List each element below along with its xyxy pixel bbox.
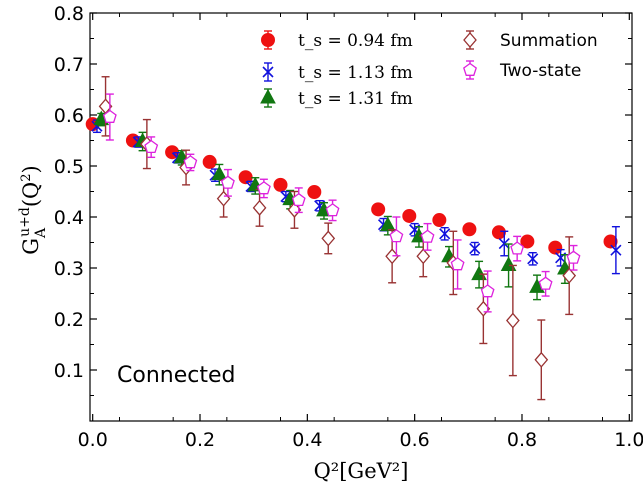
x-tick-label: 0.4 bbox=[292, 429, 322, 451]
legend-entry-4: Two-state bbox=[463, 60, 581, 81]
series-4-point bbox=[220, 175, 235, 189]
series-3-point bbox=[506, 312, 520, 329]
series-0-point bbox=[462, 222, 477, 237]
series-2-point bbox=[500, 256, 517, 271]
series-0 bbox=[85, 117, 618, 255]
y-tick-label: 0.1 bbox=[54, 360, 84, 382]
series-1-point bbox=[469, 243, 481, 255]
series-0-point bbox=[491, 225, 506, 240]
svg-text:GAu+d(Q2): GAu+d(Q2) bbox=[17, 165, 49, 255]
legend-label: Two-state bbox=[499, 61, 581, 81]
legend-marker bbox=[463, 62, 477, 76]
legend-marker bbox=[261, 33, 275, 47]
series-0-point bbox=[520, 234, 535, 249]
series-1-point bbox=[610, 244, 622, 256]
y-tick-label: 0.2 bbox=[54, 309, 84, 331]
y-axis-title: GAu+d(Q2) bbox=[17, 165, 49, 255]
series-4-point bbox=[538, 276, 553, 290]
y-tick-label: 0.5 bbox=[54, 156, 84, 178]
series-3-point bbox=[321, 230, 336, 247]
series-0-point bbox=[402, 208, 417, 223]
legend-entry-1: t_s = 1.13 fm bbox=[262, 62, 413, 83]
series-1-point bbox=[439, 228, 451, 240]
series-0-point bbox=[202, 154, 217, 169]
legend-label: t_s = 0.94 fm bbox=[298, 31, 413, 51]
series-2-point bbox=[471, 265, 487, 281]
data-marks bbox=[85, 76, 622, 401]
series-3-point bbox=[534, 351, 549, 368]
series-1-point bbox=[498, 237, 510, 250]
legend: t_s = 0.94 fm t_s = 1.13 fm t_s = 1.31 fm S… bbox=[260, 30, 598, 109]
x-axis-title: Q²[GeV²] bbox=[314, 459, 409, 483]
legend-label: t_s = 1.13 fm bbox=[298, 63, 413, 83]
legend-label: Summation bbox=[500, 31, 598, 51]
series-4-point bbox=[102, 109, 117, 123]
series-3-point bbox=[252, 199, 267, 216]
series-0-point bbox=[603, 234, 618, 249]
series-4-point bbox=[420, 229, 435, 243]
series-2-point bbox=[379, 216, 396, 232]
axes: 0.0 0.2 0.4 0.6 0.8 1.0 0.1 0.2 0.3 0.4 0.5 0.6 0.7 0… bbox=[54, 3, 643, 451]
y-tick-label: 0.8 bbox=[54, 3, 84, 25]
series-2-point bbox=[211, 165, 228, 181]
y-tick-label: 0.6 bbox=[54, 105, 84, 127]
series-3-point bbox=[416, 248, 431, 265]
legend-entry-0: t_s = 0.94 fm bbox=[261, 30, 413, 51]
series-4 bbox=[102, 93, 581, 313]
series-4-point bbox=[450, 257, 465, 271]
y-tick-label: 0.3 bbox=[54, 258, 84, 280]
series-0-point bbox=[307, 185, 322, 200]
x-tick-label: 0.6 bbox=[400, 429, 430, 451]
series-4-point bbox=[183, 155, 198, 169]
legend-marker bbox=[463, 32, 477, 48]
series-4-point bbox=[144, 139, 159, 154]
series-0-point bbox=[371, 202, 386, 217]
series-0-point bbox=[273, 177, 288, 192]
series-4-point bbox=[291, 192, 306, 207]
series-4-point bbox=[566, 250, 581, 264]
y-tick-label: 0.7 bbox=[54, 54, 84, 76]
series-0-point bbox=[432, 213, 447, 228]
x-tick-label: 1.0 bbox=[614, 429, 643, 451]
x-tick-label: 0.0 bbox=[78, 429, 108, 451]
x-tick-label: 0.2 bbox=[185, 429, 215, 451]
series-4-point bbox=[510, 241, 525, 255]
legend-entry-3: Summation bbox=[463, 30, 598, 51]
series-2 bbox=[93, 110, 573, 301]
series-0-point bbox=[548, 240, 563, 255]
annotation-connected: Connected bbox=[117, 363, 235, 388]
series-3-point bbox=[562, 267, 577, 284]
series-1 bbox=[91, 119, 622, 275]
legend-marker bbox=[260, 88, 276, 104]
series-4-point bbox=[325, 203, 340, 217]
series-4-point bbox=[480, 284, 495, 298]
legend-label: t_s = 1.31 fm bbox=[298, 89, 413, 109]
y-tick-label: 0.4 bbox=[54, 207, 84, 229]
series-4-point bbox=[389, 229, 404, 243]
legend-entry-2: t_s = 1.31 fm bbox=[260, 88, 413, 109]
series-4-point bbox=[256, 181, 271, 195]
x-tick-label: 0.8 bbox=[507, 429, 537, 451]
legend-marker bbox=[262, 66, 274, 78]
series-1-point bbox=[527, 253, 539, 265]
